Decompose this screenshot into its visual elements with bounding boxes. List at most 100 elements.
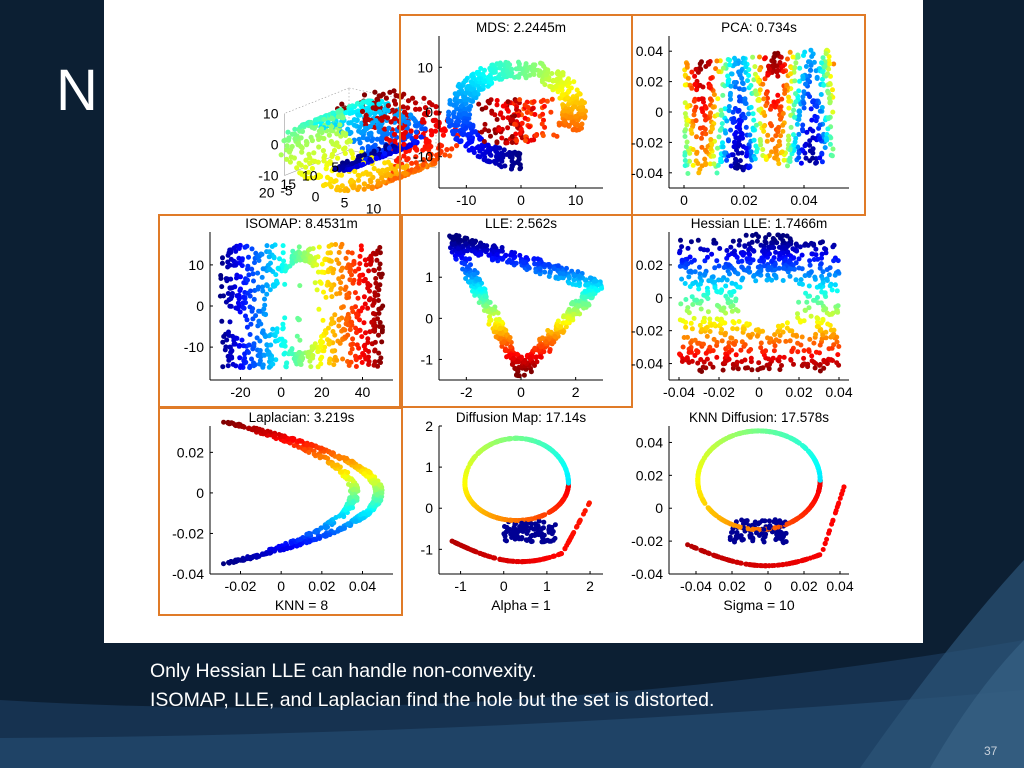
data-point	[708, 110, 713, 116]
data-point	[683, 297, 689, 302]
data-point	[294, 165, 300, 171]
x-tick-label: -2	[460, 384, 473, 400]
z-tick-label: -10	[258, 168, 278, 184]
data-point	[763, 91, 769, 97]
data-point	[283, 266, 289, 272]
data-point	[703, 160, 709, 166]
data-point	[822, 64, 828, 70]
data-point	[708, 146, 714, 152]
data-point	[355, 108, 361, 114]
data-point	[329, 115, 335, 121]
data-point	[523, 138, 528, 144]
data-point	[392, 175, 399, 181]
data-point	[476, 300, 482, 306]
data-point	[240, 300, 246, 306]
data-point	[830, 244, 836, 250]
data-point	[776, 265, 782, 271]
data-point	[685, 171, 691, 176]
data-point	[756, 107, 762, 113]
data-point	[274, 329, 280, 335]
data-point	[764, 138, 770, 144]
data-point	[541, 117, 546, 123]
x-tick-label: -0.04	[663, 384, 695, 400]
data-point	[504, 140, 510, 146]
data-point	[264, 291, 270, 297]
data-point	[238, 286, 243, 292]
data-point	[505, 63, 511, 68]
data-point	[349, 346, 355, 352]
data-point	[709, 141, 715, 147]
data-point	[295, 315, 301, 321]
data-point	[755, 367, 761, 373]
data-point	[714, 58, 720, 64]
data-point	[349, 319, 355, 325]
data-point	[432, 117, 439, 123]
data-point	[583, 277, 589, 283]
data-point	[482, 127, 488, 132]
data-point	[805, 77, 811, 83]
data-point	[730, 152, 736, 158]
data-point	[289, 260, 295, 266]
data-point	[744, 321, 750, 327]
data-point	[382, 150, 388, 157]
data-point	[834, 360, 840, 366]
data-point	[369, 138, 375, 144]
data-point	[722, 358, 728, 364]
data-point	[357, 261, 363, 267]
data-point	[574, 87, 580, 93]
data-point	[732, 55, 737, 61]
data-point	[321, 348, 327, 354]
data-point	[224, 276, 230, 282]
data-point	[803, 290, 809, 296]
data-point	[800, 122, 806, 128]
data-point	[784, 325, 790, 331]
data-point	[683, 324, 689, 330]
x-tick-label: 10	[366, 201, 382, 217]
data-point	[226, 333, 232, 338]
data-point	[449, 129, 455, 134]
data-point	[793, 60, 799, 66]
data-point	[251, 278, 256, 284]
data-point	[766, 232, 772, 238]
data-point	[292, 136, 298, 142]
data-point	[739, 359, 745, 365]
data-point	[328, 176, 334, 182]
data-point	[476, 144, 481, 150]
data-point	[718, 158, 724, 164]
data-point	[370, 302, 376, 308]
data-point	[727, 271, 732, 277]
data-point	[463, 276, 469, 281]
data-point	[348, 129, 354, 136]
data-point	[577, 100, 583, 106]
data-point	[539, 121, 545, 127]
data-point	[225, 363, 231, 369]
data-point	[362, 301, 368, 307]
data-point	[219, 284, 225, 290]
data-point	[537, 69, 543, 75]
data-point	[502, 348, 508, 354]
data-point	[381, 131, 387, 137]
data-point	[795, 311, 800, 317]
data-point	[505, 125, 511, 131]
data-point	[478, 66, 484, 71]
data-point	[256, 308, 262, 314]
data-point	[383, 95, 389, 101]
data-point	[233, 335, 239, 341]
data-point	[695, 340, 701, 346]
data-point	[451, 102, 457, 108]
data-point	[532, 345, 538, 351]
data-point	[297, 283, 303, 289]
data-point	[740, 111, 746, 117]
data-point	[817, 342, 823, 348]
data-point	[281, 351, 287, 357]
data-point	[753, 143, 759, 149]
data-point	[527, 355, 533, 361]
data-point	[687, 150, 693, 156]
data-point	[757, 329, 763, 335]
data-point	[714, 354, 720, 360]
data-point	[560, 330, 566, 335]
data-point	[720, 65, 726, 71]
x-tick-label: 0	[277, 384, 285, 400]
y-tick-label: 5	[331, 159, 339, 175]
data-point	[246, 342, 252, 348]
